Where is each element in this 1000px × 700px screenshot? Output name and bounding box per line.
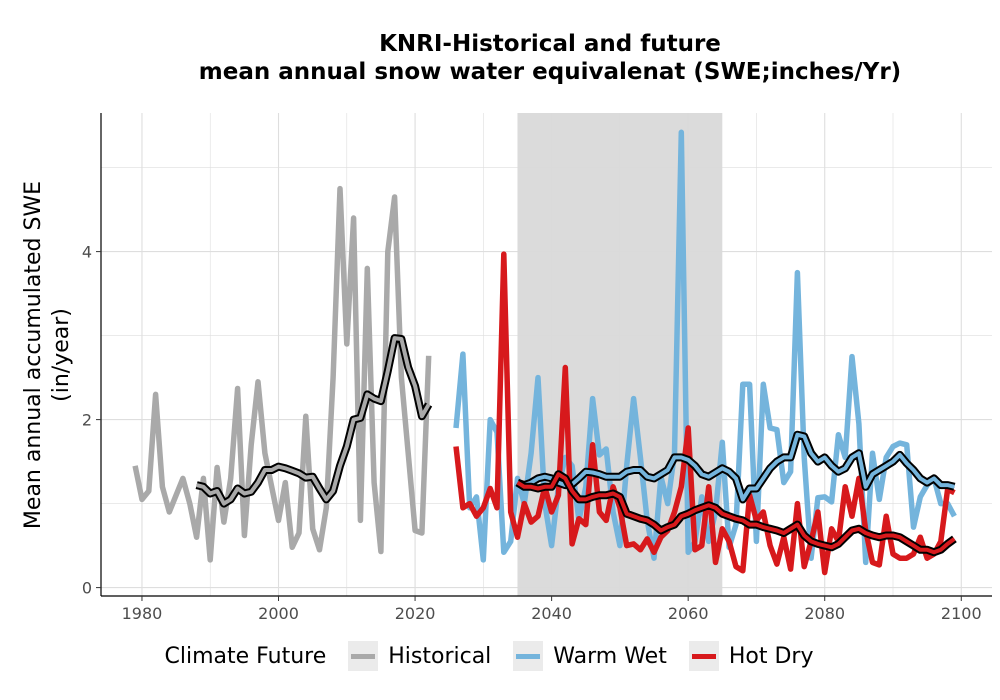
- legend-key-warm-wet: [513, 641, 544, 671]
- legend-swatch-historical: [351, 654, 376, 659]
- legend-swatch-warm-wet: [516, 654, 541, 659]
- series-line-warm-wet-rolling-mean: [516, 432, 955, 502]
- chart-title-line-1: KNRI-Historical and future: [379, 31, 721, 57]
- legend-swatch-hot-dry: [691, 654, 716, 659]
- legend-item-warm-wet: Warm Wet: [513, 641, 667, 671]
- legend-key-historical: [348, 641, 379, 671]
- x-tick-label: 2000: [258, 604, 299, 623]
- x-tick-label: 1980: [122, 604, 163, 623]
- chart-title-line-2: mean annual snow water equivalenat (SWE;…: [198, 59, 902, 85]
- series-line-historical: [132, 185, 432, 563]
- legend-item-hot-dry: Hot Dry: [688, 641, 814, 671]
- legend-item-historical: Historical: [348, 641, 491, 671]
- y-tick-label: 2: [82, 411, 92, 430]
- legend-label-warm-wet: Warm Wet: [553, 643, 667, 669]
- series-line-historical-rolling-mean: [196, 336, 431, 506]
- legend: Climate Future Historical Warm Wet Hot D…: [0, 638, 1000, 674]
- x-tick-label: 2020: [395, 604, 436, 623]
- y-tick-label: 4: [82, 243, 92, 262]
- y-tick-label: 0: [82, 579, 92, 598]
- legend-label-historical: Historical: [388, 643, 492, 669]
- x-tick-label: 2040: [531, 604, 572, 623]
- x-tick-label: 2100: [941, 604, 982, 623]
- series-line-hot-dry-rolling-mean: [516, 472, 956, 555]
- x-tick-label: 2080: [804, 604, 845, 623]
- series-line-hot-dry: [453, 251, 956, 576]
- x-tick-label: 2060: [668, 604, 709, 623]
- legend-title: Climate Future: [164, 643, 327, 669]
- legend-key-hot-dry: [688, 641, 719, 671]
- legend-label-hot-dry: Hot Dry: [728, 643, 814, 669]
